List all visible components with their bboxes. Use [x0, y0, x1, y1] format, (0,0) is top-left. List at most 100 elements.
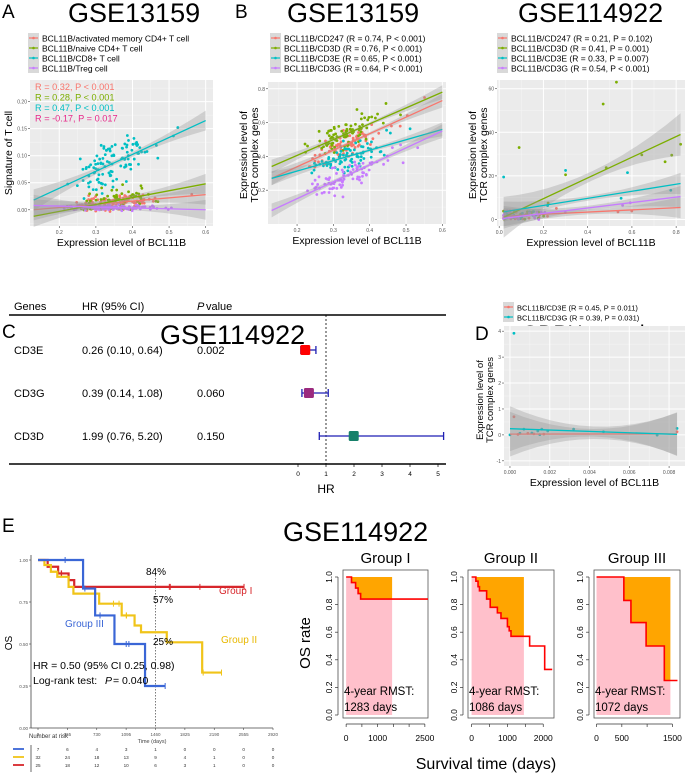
data-point [351, 177, 355, 181]
data-point [615, 80, 618, 84]
rmst-area [596, 577, 671, 715]
data-point [356, 144, 360, 148]
x-axis-label: Survival time (days) [416, 756, 556, 773]
data-point [313, 186, 317, 190]
data-point [127, 208, 131, 211]
data-point [367, 115, 371, 119]
data-point [349, 124, 353, 128]
x-tick-label: 1000 [368, 733, 387, 743]
rmst-value: 1283 days [344, 702, 397, 714]
x-tick-label: 0 [37, 732, 40, 737]
x-tick-label: 730 [93, 732, 101, 737]
data-point [318, 139, 322, 143]
panel-c-title: GSE114922 [160, 320, 306, 350]
x-tick-label: 0.8 [673, 230, 680, 236]
data-point [512, 415, 516, 419]
data-point [535, 210, 539, 214]
data-point [324, 143, 328, 146]
data-point [99, 143, 103, 147]
legend-point [32, 36, 35, 40]
data-point [339, 185, 343, 189]
y-tick-label: 0.0 [449, 709, 459, 721]
y-tick-label: 0.0 [324, 709, 334, 721]
survival-percent-label: 84% [146, 567, 166, 578]
fit-line [33, 204, 206, 211]
data-point [93, 159, 97, 163]
data-point [330, 166, 334, 170]
data-point [82, 197, 86, 200]
data-point [521, 217, 525, 221]
data-point [119, 164, 123, 168]
data-point [572, 427, 576, 431]
data-point [341, 139, 345, 143]
data-point [87, 201, 91, 205]
data-point [337, 125, 341, 128]
data-point [399, 113, 402, 117]
data-point [101, 157, 105, 160]
y-tick-label: 1.0 [449, 571, 459, 583]
legend-point [274, 46, 277, 50]
data-point [322, 164, 325, 168]
y-axis-label: OS rate [297, 617, 314, 669]
y-tick-label: 0.8 [575, 598, 585, 610]
gene-label: CD3G [14, 388, 45, 400]
x-tick-label: 0.3 [92, 230, 99, 236]
data-point [99, 181, 103, 185]
data-point [361, 161, 365, 165]
y-tick-label: 0.20 [17, 100, 27, 106]
data-point [112, 194, 116, 198]
data-point [112, 154, 116, 158]
data-point [156, 200, 160, 203]
survival-curve [596, 576, 678, 682]
data-point [121, 204, 125, 208]
data-point [546, 214, 549, 218]
data-point [342, 153, 345, 157]
data-point [339, 160, 342, 163]
data-point [621, 204, 624, 207]
chart-C-forest: Genes HR (95% CI) P value CD3E 0.26 (0.10, 0… [9, 301, 446, 496]
data-point [366, 146, 370, 150]
rmst-label: 4-year RMST: [344, 686, 414, 698]
y-tick-label: 40 [488, 130, 494, 136]
data-point [338, 162, 342, 166]
y-tick-label: 4 [498, 329, 501, 335]
x-tick-label: 0 [469, 733, 474, 743]
risk-count: 6 [154, 763, 157, 768]
data-point [517, 217, 520, 221]
y-tick-label: 0.6 [449, 626, 459, 638]
data-point [98, 157, 102, 161]
x-axis-label: HR [317, 482, 335, 496]
data-point [542, 214, 546, 218]
data-point [361, 171, 364, 174]
x-tick-label: 5 [436, 471, 440, 478]
logrank-p: P [105, 675, 112, 687]
legend-label: BCL11B/CD3E (R = 0.45, P = 0.011) [517, 304, 638, 313]
data-point [105, 148, 108, 152]
x-tick-label: 0 [344, 733, 349, 743]
risk-count: 9 [154, 755, 157, 760]
data-point [564, 169, 567, 172]
data-point [353, 160, 357, 164]
data-point [517, 146, 521, 149]
risk-count: 3 [184, 763, 187, 768]
group-label: Group I [219, 586, 252, 597]
x-tick-label: 0.4 [366, 228, 373, 234]
data-point [306, 189, 309, 193]
rmst-panel-title: Group III [608, 550, 666, 567]
fit-line [33, 183, 206, 217]
data-point [386, 159, 390, 162]
fit-line [271, 130, 443, 212]
p-value-text: 0.060 [197, 388, 225, 400]
data-point [601, 102, 605, 106]
gene-label: CD3E [14, 345, 43, 357]
data-point [75, 184, 79, 188]
y-tick-label: 60 [488, 87, 494, 93]
risk-count: 0 [272, 763, 275, 768]
rmst-area [346, 577, 393, 715]
y-tick-label: 1.00 [19, 558, 28, 563]
data-point [329, 137, 333, 140]
data-point [370, 115, 374, 119]
data-point [132, 157, 136, 161]
y-tick-label: 1.0 [575, 571, 585, 583]
data-point [344, 123, 348, 127]
